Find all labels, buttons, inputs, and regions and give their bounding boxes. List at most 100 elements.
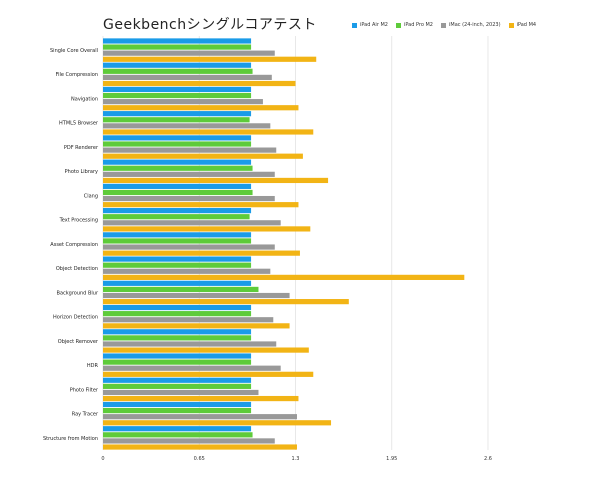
bar bbox=[103, 292, 290, 299]
bar bbox=[103, 141, 252, 147]
bar bbox=[103, 117, 250, 123]
category-label: HDR bbox=[87, 363, 99, 369]
bar bbox=[103, 111, 252, 117]
bar bbox=[103, 401, 252, 408]
bar bbox=[103, 226, 311, 232]
bar bbox=[103, 286, 259, 293]
legend-item: iMac (24-inch, 2023) bbox=[441, 22, 501, 28]
bar bbox=[103, 86, 252, 93]
bar bbox=[103, 347, 309, 353]
category-label: Object Detection bbox=[56, 266, 98, 272]
x-tick-label: 0 bbox=[101, 456, 104, 462]
bar bbox=[103, 389, 259, 396]
legend-swatch bbox=[352, 22, 357, 28]
x-tick-label: 1.3 bbox=[292, 456, 300, 462]
category-label: Single Core Overall bbox=[50, 48, 98, 54]
category-label: Object Remover bbox=[58, 339, 99, 345]
bar bbox=[103, 153, 303, 159]
category-label: PDF Renderer bbox=[64, 145, 99, 151]
bar bbox=[103, 317, 274, 323]
bar bbox=[103, 323, 290, 329]
bar bbox=[103, 311, 252, 317]
bar bbox=[103, 383, 252, 389]
category-label: Structure from Motion bbox=[43, 436, 98, 442]
bar bbox=[103, 80, 296, 87]
bar bbox=[103, 250, 300, 256]
bar bbox=[103, 414, 297, 420]
bar bbox=[103, 214, 250, 220]
category-label: Horizon Detection bbox=[53, 315, 98, 321]
bar bbox=[103, 68, 253, 74]
chart-title: Geekbenchシングルコアテスト bbox=[103, 17, 317, 33]
bar bbox=[103, 183, 252, 189]
bar bbox=[103, 274, 465, 280]
bar bbox=[103, 432, 253, 438]
bar bbox=[103, 268, 271, 274]
bar bbox=[103, 359, 252, 365]
bar bbox=[103, 123, 271, 129]
bar bbox=[103, 353, 252, 359]
bar bbox=[103, 329, 252, 335]
bar bbox=[103, 299, 349, 305]
bar bbox=[103, 50, 275, 56]
bar bbox=[103, 202, 299, 208]
bar bbox=[103, 135, 252, 141]
bar bbox=[103, 438, 275, 444]
bar bbox=[103, 220, 281, 226]
bar bbox=[103, 262, 252, 268]
category-label: Navigation bbox=[71, 96, 98, 102]
bar bbox=[103, 444, 297, 450]
bar bbox=[103, 44, 252, 50]
bar bbox=[103, 62, 252, 68]
x-tick-label: 0.65 bbox=[194, 456, 205, 462]
category-label: Photo Filter bbox=[70, 387, 99, 393]
bar bbox=[103, 420, 332, 426]
bar bbox=[103, 38, 252, 44]
category-label: File Compression bbox=[56, 72, 98, 78]
category-label: Text Processing bbox=[59, 218, 98, 224]
bar bbox=[103, 232, 252, 238]
bar bbox=[103, 56, 317, 62]
bar bbox=[103, 189, 253, 196]
bar bbox=[103, 171, 275, 177]
category-label: Photo Library bbox=[65, 169, 98, 175]
bar bbox=[103, 304, 252, 311]
bar bbox=[103, 395, 299, 402]
bar bbox=[103, 365, 281, 371]
bar bbox=[103, 341, 277, 347]
legend-swatch bbox=[508, 22, 514, 28]
legend-swatch bbox=[441, 22, 446, 28]
category-label: Clang bbox=[84, 193, 98, 199]
bar bbox=[103, 165, 253, 171]
bar bbox=[103, 74, 272, 81]
category-label: Background Blur bbox=[57, 290, 99, 296]
legend-item: iPad Air M2 bbox=[352, 22, 388, 28]
category-label: HTML5 Browser bbox=[59, 121, 99, 127]
bar bbox=[103, 244, 275, 250]
legend-item: iPad M4 bbox=[508, 22, 537, 28]
legend-item: iPad Pro M2 bbox=[395, 22, 433, 28]
bar bbox=[103, 256, 252, 262]
bar bbox=[103, 99, 263, 105]
bar bbox=[103, 92, 252, 99]
bar bbox=[103, 280, 252, 286]
x-tick-label: 2.6 bbox=[484, 456, 492, 462]
bar bbox=[103, 177, 329, 184]
category-label: Ray Tracer bbox=[72, 412, 99, 418]
category-label: Asset Compression bbox=[50, 242, 98, 248]
legend-label: iMac (24-inch, 2023) bbox=[449, 22, 501, 28]
legend-label: iPad Pro M2 bbox=[403, 22, 433, 28]
bar bbox=[103, 159, 252, 165]
bar bbox=[103, 371, 314, 377]
bar bbox=[103, 105, 299, 111]
bar bbox=[103, 377, 252, 383]
bar bbox=[103, 335, 252, 341]
x-tick-label: 1.95 bbox=[386, 456, 397, 462]
bar bbox=[103, 407, 252, 414]
legend-label: iPad Air M2 bbox=[360, 22, 388, 28]
bar bbox=[103, 426, 252, 432]
legend-swatch bbox=[395, 22, 401, 28]
legend-label: iPad M4 bbox=[516, 22, 537, 28]
